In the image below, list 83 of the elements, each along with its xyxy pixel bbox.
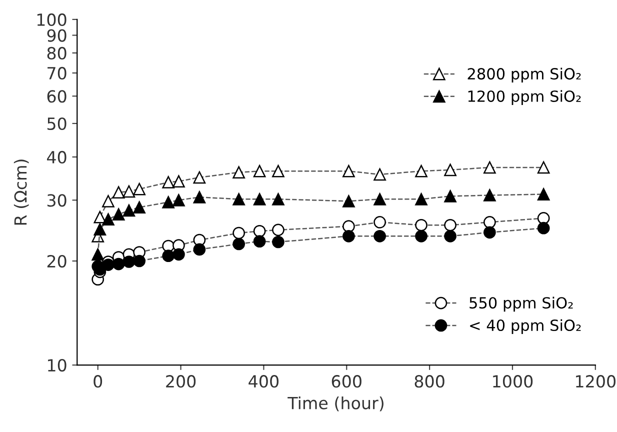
y-tick-label: 90 [47, 29, 66, 42]
point [172, 248, 185, 261]
point [162, 176, 175, 188]
point [133, 182, 146, 196]
point [172, 175, 185, 188]
point [253, 224, 266, 238]
x-tick-label: 600 [332, 375, 362, 388]
point [112, 208, 125, 220]
point [415, 192, 428, 206]
point [483, 216, 496, 228]
point [193, 190, 206, 204]
point [272, 224, 284, 236]
y-axis-title: R (Ωcm) [14, 160, 29, 225]
point [342, 230, 355, 242]
x-tick-label: 1000 [493, 375, 533, 388]
point [483, 161, 496, 174]
point [415, 230, 428, 242]
point [342, 164, 355, 178]
y-tick-label: 40 [47, 150, 66, 164]
y-tick-label: 80 [47, 46, 66, 60]
y-tick-label: 70 [48, 66, 66, 80]
point [483, 226, 496, 239]
point [253, 235, 266, 248]
y-tick-label: 10 [48, 359, 66, 372]
x-tick-label: 0 [94, 375, 102, 388]
y-tick-label: 20 [47, 254, 66, 268]
x-tick-label: 400 [248, 375, 279, 388]
point [537, 222, 550, 234]
point [537, 188, 550, 200]
point [94, 210, 106, 224]
legend-label: < 40 ppm SiO₂ [470, 319, 581, 334]
point [133, 201, 146, 214]
point [193, 243, 206, 256]
point [102, 194, 114, 208]
y-tick-label: 50 [47, 117, 66, 130]
point [122, 204, 136, 217]
legend-label: 2800 ppm SiO₂ [468, 68, 581, 83]
point [133, 254, 146, 268]
point [253, 164, 266, 178]
x-axis-title: Time (hour) [288, 396, 384, 412]
point [112, 186, 125, 199]
point [415, 164, 428, 178]
point [374, 230, 386, 242]
point [342, 194, 355, 208]
point [253, 192, 266, 206]
point [232, 166, 246, 179]
point [272, 192, 284, 206]
point [102, 258, 114, 271]
point [272, 236, 284, 248]
point [122, 185, 136, 198]
point [444, 164, 456, 176]
point [232, 192, 246, 206]
legend-label: 1200 ppm SiO₂ [468, 90, 581, 105]
point [483, 189, 496, 202]
point [374, 192, 386, 206]
point [94, 223, 106, 236]
point [102, 213, 114, 226]
point [537, 161, 550, 174]
point [193, 171, 206, 184]
point [444, 190, 456, 202]
x-tick-label: 200 [166, 375, 196, 388]
x-tick-label: 800 [414, 375, 444, 388]
x-tick-label: 1200 [576, 375, 616, 388]
point [232, 238, 246, 250]
point [162, 250, 175, 262]
point [122, 256, 136, 268]
point [232, 226, 246, 240]
legend-label: 550 ppm SiO₂ [470, 296, 573, 312]
point [112, 258, 125, 270]
point [537, 212, 550, 224]
point [162, 196, 175, 208]
point [172, 194, 185, 206]
y-tick-label: 30 [47, 194, 66, 207]
point [374, 216, 386, 228]
point [444, 230, 456, 242]
point [444, 218, 456, 232]
point [342, 220, 355, 232]
point [374, 168, 386, 181]
y-tick-label: 100 [37, 13, 66, 26]
point [415, 218, 428, 232]
y-tick-label: 60 [47, 90, 66, 103]
point [92, 248, 104, 261]
point [272, 164, 284, 178]
